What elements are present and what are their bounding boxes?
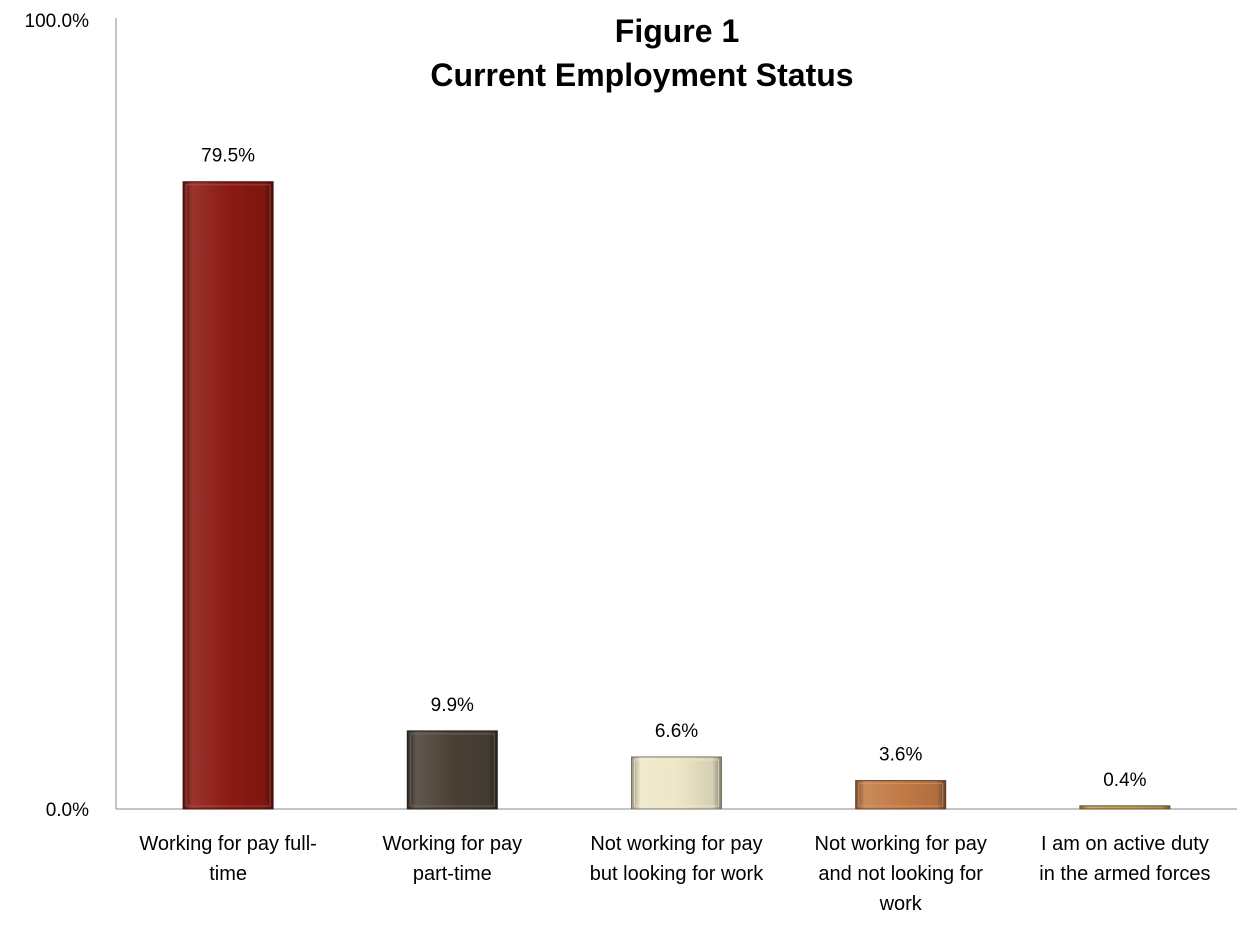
- data-label: 79.5%: [201, 146, 255, 167]
- data-label: 9.9%: [431, 695, 474, 716]
- bar-bevel: [409, 733, 495, 807]
- bar-bevel: [858, 783, 944, 807]
- y-tick-label: 0.0%: [46, 800, 89, 821]
- bar-group: [182, 181, 274, 810]
- bar: [1079, 805, 1171, 810]
- bar-group: [631, 756, 722, 810]
- bar: [855, 780, 947, 810]
- chart-title: Figure 1: [615, 13, 739, 49]
- bar: [406, 730, 498, 810]
- bar: [182, 181, 274, 810]
- bar: [631, 756, 722, 810]
- x-tick-label: I am on active duty in the armed forces: [1039, 833, 1210, 885]
- y-tick-label: 100.0%: [25, 11, 90, 32]
- x-tick-label: Working for pay part-time: [382, 833, 522, 885]
- data-label: 0.4%: [1103, 770, 1146, 791]
- chart-subtitle: Current Employment Status: [430, 57, 853, 93]
- x-tick-label: Not working for pay but looking for work: [590, 833, 764, 885]
- x-tick-label: Not working for pay and not looking for wo…: [815, 833, 987, 915]
- bar-group: [1079, 805, 1171, 810]
- data-label: 3.6%: [879, 745, 922, 766]
- x-tick-label: Working for pay full-time: [139, 833, 316, 885]
- bar-bevel: [634, 759, 719, 807]
- bar-group: [406, 730, 498, 810]
- data-label: 6.6%: [655, 721, 698, 742]
- bar-bevel: [185, 184, 271, 807]
- bar-group: [855, 780, 947, 810]
